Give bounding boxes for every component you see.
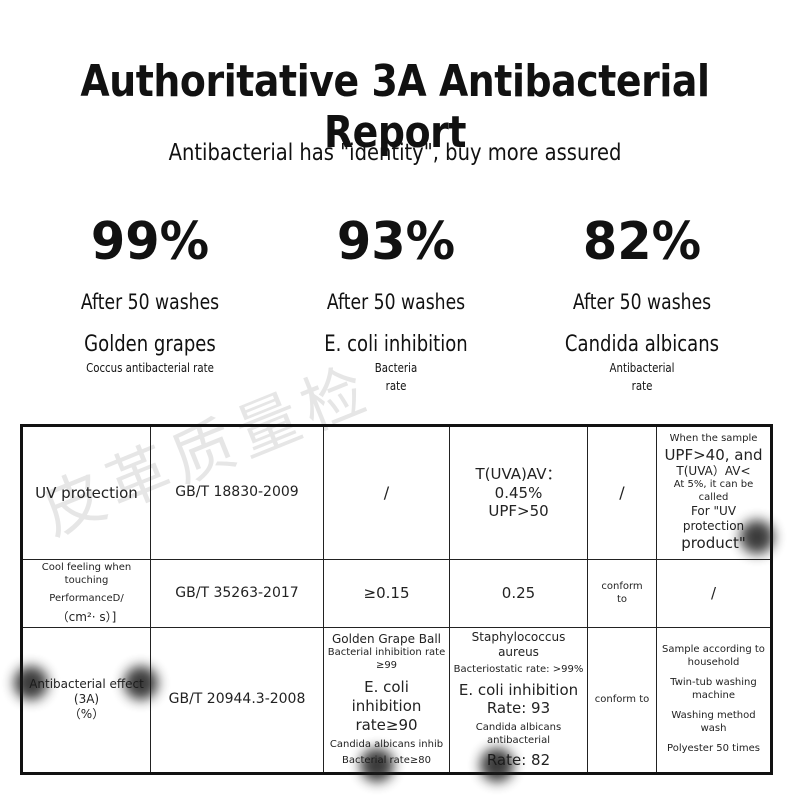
table-row: Antibacterial effect (3A) （%） GB/T 20944… <box>21 627 772 774</box>
stat-description: Coccus antibacterial rate <box>48 359 252 377</box>
stat-description-line: rate <box>385 379 407 393</box>
stat-description-line: Bacteria <box>374 361 418 375</box>
table-cell-result: T(UVA)AV：0.45% UPF>50 <box>449 425 588 560</box>
cell-text: conform to <box>594 693 650 705</box>
cell-text: Candida albicans inhib <box>329 738 444 750</box>
cell-text: 0.25 <box>501 584 536 603</box>
table-cell-judgement: conform to <box>587 627 657 774</box>
cell-text: Rate: 93 <box>486 699 551 718</box>
stat-percent: 93% <box>336 212 456 272</box>
cell-text: For "UV protection <box>682 504 745 534</box>
stat-washes: After 50 washes <box>80 290 220 314</box>
report-table: UV protection GB/T 18830-2009 / T(UVA)AV… <box>20 424 773 775</box>
cell-text: Twin-tub washing machine <box>670 677 757 701</box>
cell-text: T(UVA)AV：0.45% <box>475 464 562 502</box>
corner-blot <box>360 748 394 782</box>
table-cell-standard: GB/T 18830-2009 <box>150 425 324 560</box>
cell-text: UV protection <box>35 483 138 502</box>
cell-text: product" <box>681 534 746 553</box>
table-cell-judgement: / <box>587 425 657 560</box>
stat-name: E. coli inhibition <box>324 332 468 357</box>
stat-washes: After 50 washes <box>326 290 466 314</box>
table-row: Cool feeling when touching PerformanceD/… <box>21 559 772 628</box>
stat-block: 99% After 50 washes Golden grapes Coccus… <box>30 212 270 377</box>
stat-description: Bacteria rate <box>294 359 498 395</box>
cell-text: / <box>383 483 390 502</box>
stat-percent: 82% <box>582 212 702 272</box>
table-cell-result: Staphylococcus aureus Bacteriostatic rat… <box>449 627 588 774</box>
cell-text: Antibacterial effect (3A) <box>29 677 144 707</box>
table-cell-item: Antibacterial effect (3A) （%） <box>21 627 151 774</box>
cell-text: Sample according to household <box>662 644 765 668</box>
stat-description: Antibacterial rate <box>540 359 744 395</box>
table-cell-standard: GB/T 20944.3-2008 <box>150 627 324 774</box>
table-cell-requirement: Golden Grape Ball Bacterial inhibition r… <box>323 627 450 774</box>
cell-text: UPF>50 <box>488 502 549 521</box>
cell-text: / <box>710 584 717 603</box>
corner-blot <box>480 748 514 782</box>
cell-text: When the sample <box>669 433 758 444</box>
cell-text: / <box>619 483 625 502</box>
stat-name: Golden grapes <box>84 332 216 357</box>
table-cell-item: UV protection <box>21 425 151 560</box>
table-row: UV protection GB/T 18830-2009 / T(UVA)AV… <box>21 425 772 560</box>
cell-text: ≥0.15 <box>363 584 410 603</box>
corner-blot <box>740 520 774 554</box>
stat-description-line: Coccus antibacterial rate <box>86 361 214 375</box>
table-cell-note: / <box>656 559 772 628</box>
table-cell-requirement: ≥0.15 <box>323 559 450 628</box>
cell-text: （%） <box>68 707 105 722</box>
cell-text: Bacteriostatic rate: >99% <box>453 664 584 675</box>
cell-text: Candida albicans antibacterial <box>475 722 562 746</box>
cell-text: Staphylococcus aureus <box>471 630 566 659</box>
table-cell-item: Cool feeling when touching PerformanceD/… <box>21 559 151 628</box>
cell-text: E. coli inhibition <box>351 678 422 715</box>
page-subtitle: Antibacterial has "identity", buy more a… <box>168 140 622 166</box>
stat-name: Candida albicans <box>564 332 720 357</box>
stat-block: 82% After 50 washes Candida albicans Ant… <box>522 212 762 395</box>
table-cell-result: 0.25 <box>449 559 588 628</box>
cell-text: T(UVA）AV< <box>676 464 751 479</box>
stat-washes: After 50 washes <box>572 290 712 314</box>
cell-text: rate≥90 <box>355 715 418 734</box>
cell-text: Washing method wash <box>671 710 756 734</box>
table-cell-standard: GB/T 35263-2017 <box>150 559 324 628</box>
cell-text: Cool feeling when touching <box>41 562 132 586</box>
page-title: Authoritative 3A Antibacterial Report <box>80 56 710 158</box>
table-cell-note: Sample according to household Twin-tub w… <box>656 627 772 774</box>
corner-blot <box>14 666 48 700</box>
cell-text: to <box>616 593 628 605</box>
cell-text: E. coli inhibition <box>458 680 579 699</box>
cell-text: conform <box>601 581 643 592</box>
stat-percent: 99% <box>90 212 210 272</box>
table-cell-judgement: conform to <box>587 559 657 628</box>
cell-text: UPF>40, and <box>664 445 763 464</box>
cell-text: Polyester 50 times <box>667 743 760 755</box>
stat-description-line: Antibacterial <box>609 361 675 375</box>
cell-text: PerformanceD/ <box>49 593 124 605</box>
cell-text: Golden Grape Ball <box>331 632 442 647</box>
cell-text: At 5%, it can be called <box>673 479 754 503</box>
stat-block: 93% After 50 washes E. coli inhibition B… <box>276 212 516 395</box>
cell-text: Bacterial inhibition rate ≥99 <box>327 647 446 671</box>
table-cell-requirement: / <box>323 425 450 560</box>
corner-blot <box>124 666 158 700</box>
cell-text: （cm²· s）] <box>56 609 117 624</box>
cell-text: Rate: 82 <box>486 751 551 769</box>
stat-description-line: rate <box>631 379 653 393</box>
